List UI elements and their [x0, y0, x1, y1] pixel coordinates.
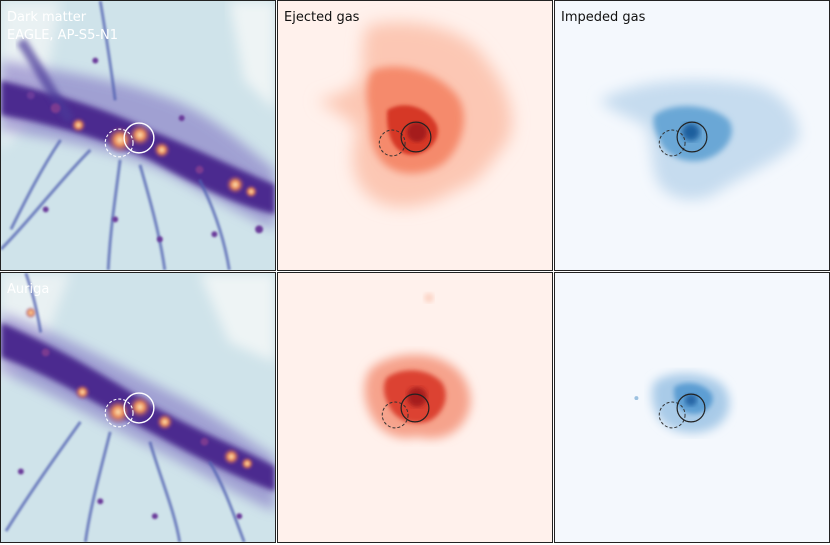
dark-matter-title: Dark matter	[7, 10, 87, 25]
impeded-gas-eagle-panel: Impeded gas	[554, 0, 830, 271]
auriga-title: Auriga	[7, 282, 50, 297]
dark-matter-auriga-panel: Auriga	[0, 272, 276, 543]
impeded-gas-eagle-map	[555, 1, 829, 270]
impeded-gas-label: Impeded gas	[561, 9, 645, 27]
dark-matter-auriga-map	[1, 273, 275, 542]
ejected-gas-title: Ejected gas	[284, 10, 360, 25]
ejected-gas-auriga-panel	[277, 272, 553, 543]
ejected-gas-label: Ejected gas	[284, 9, 359, 27]
impeded-gas-auriga-map	[555, 273, 829, 542]
auriga-label: Auriga	[7, 281, 49, 299]
impeded-gas-auriga-panel	[554, 272, 830, 543]
eagle-subtitle: EAGLE, AP-S5-N1	[7, 28, 119, 43]
ejected-gas-eagle-map	[278, 1, 552, 270]
ejected-gas-auriga-map	[278, 273, 552, 542]
dark-matter-eagle-map	[1, 1, 275, 270]
impeded-gas-title: Impeded gas	[561, 10, 646, 25]
dark-matter-eagle-label: Dark matter EAGLE, AP-S5-N1	[7, 9, 118, 45]
ejected-gas-eagle-panel: Ejected gas	[277, 0, 553, 271]
dark-matter-eagle-panel: Dark matter EAGLE, AP-S5-N1	[0, 0, 276, 271]
